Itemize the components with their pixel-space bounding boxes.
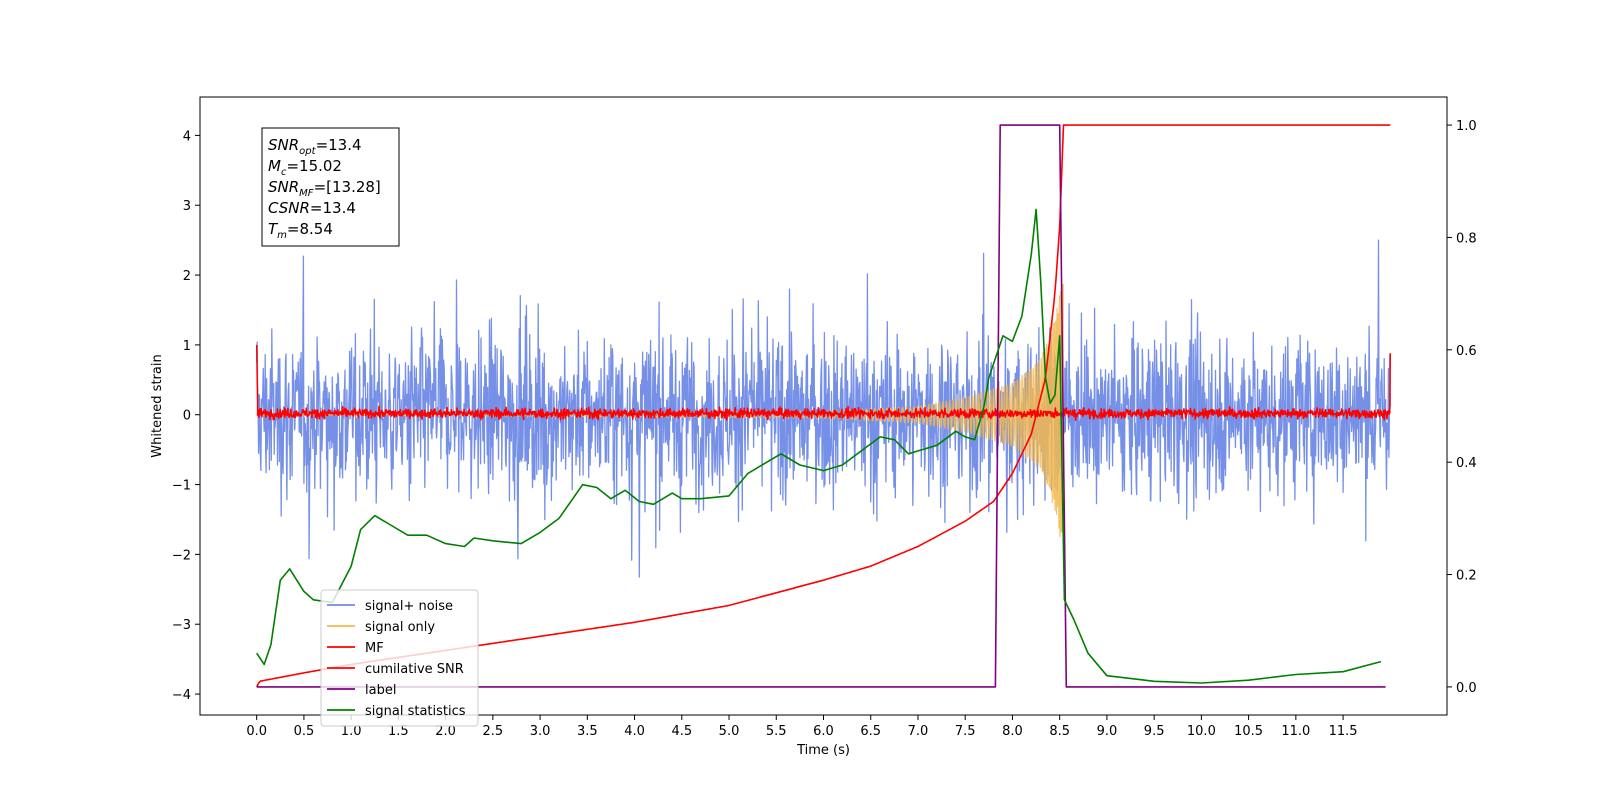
x-tick-label: 8.5: [1049, 724, 1070, 739]
y2-tick-label: 0.8: [1456, 231, 1477, 246]
legend: signal+ noise signal only MF cumilative SNR…: [320, 589, 479, 727]
x-tick-label: 6.5: [860, 724, 881, 739]
x-tick-label: 4.5: [671, 724, 692, 739]
x-tick-label: 1.0: [341, 724, 362, 739]
axes: 0.0 0.5 1.0 1.5 2.0 2.5 3.0 3.5 4.0 4.5 5.0 5.5 6.0 6…: [172, 96, 1477, 739]
annotation-line: SNRMF=[13.28]: [268, 178, 381, 199]
x-tick-label: 9.0: [1097, 724, 1118, 739]
y-tick-label: 3: [183, 199, 191, 214]
legend-label: MF: [365, 641, 384, 656]
x-tick-label: 8.0: [1002, 724, 1023, 739]
annotation-box: SNRopt=13.4Mc=15.02SNRMF=[13.28]CSNR=13.…: [261, 127, 400, 247]
annotation-line: Tm=8.54: [268, 220, 333, 241]
x-tick-label: 10.5: [1234, 724, 1263, 739]
y-tick-label: −4: [172, 688, 191, 703]
x-tick-label: 11.5: [1329, 724, 1358, 739]
legend-frame: [320, 589, 479, 727]
x-tick-label: 6.0: [813, 724, 834, 739]
annotation-frame: [261, 127, 400, 247]
y-axis-label: Whitened strain: [150, 354, 165, 457]
y-tick-label: 0: [183, 409, 191, 424]
series-mf-line: [255, 344, 1392, 422]
x-tick-label: 10.0: [1187, 724, 1216, 739]
y2-tick-label: 0.0: [1456, 681, 1477, 696]
y2-tick-label: 0.4: [1456, 456, 1477, 471]
x-tick-label: 7.0: [908, 724, 929, 739]
x-tick-label: 0.5: [294, 724, 315, 739]
annotation-line: CSNR=13.4: [268, 199, 356, 217]
series-label-line: [256, 124, 1386, 688]
x-tick-label: 3.0: [530, 724, 551, 739]
y-tick-label: 2: [183, 269, 191, 284]
x-tick-label: 5.0: [719, 724, 740, 739]
y-tick-label: −2: [172, 548, 191, 563]
legend-label: cumilative SNR: [365, 662, 464, 677]
x-tick-label: 5.5: [766, 724, 787, 739]
x-tick-label: 3.5: [577, 724, 598, 739]
annotation-line: Mc=15.02: [268, 157, 342, 178]
x-tick-label: 0.0: [246, 724, 267, 739]
legend-label: label: [365, 683, 396, 698]
legend-label: signal statistics: [365, 704, 466, 719]
x-tick-label: 9.5: [1144, 724, 1165, 739]
annotation-line: SNRopt=13.4: [268, 136, 362, 157]
x-tick-label: 1.5: [388, 724, 409, 739]
x-tick-label: 11.0: [1281, 724, 1310, 739]
y-tick-label: −1: [172, 479, 191, 494]
y-tick-label: −3: [172, 618, 191, 633]
y-tick-label: 4: [183, 129, 191, 144]
x-tick-label: 2.0: [435, 724, 456, 739]
y2-tick-label: 0.2: [1456, 569, 1477, 584]
legend-label: signal only: [365, 620, 435, 635]
legend-label: signal+ noise: [365, 599, 453, 614]
x-tick-label: 4.0: [624, 724, 645, 739]
x-tick-label: 2.5: [483, 724, 504, 739]
series-signal-statistics-line: [256, 208, 1382, 684]
x-tick-label: 7.5: [955, 724, 976, 739]
y-tick-label: 1: [183, 339, 191, 354]
y2-tick-label: 1.0: [1456, 119, 1477, 134]
y2-tick-label: 0.6: [1456, 344, 1477, 359]
x-axis-label: Time (s): [796, 743, 850, 758]
series-signal-noise-line: [256, 239, 1391, 578]
